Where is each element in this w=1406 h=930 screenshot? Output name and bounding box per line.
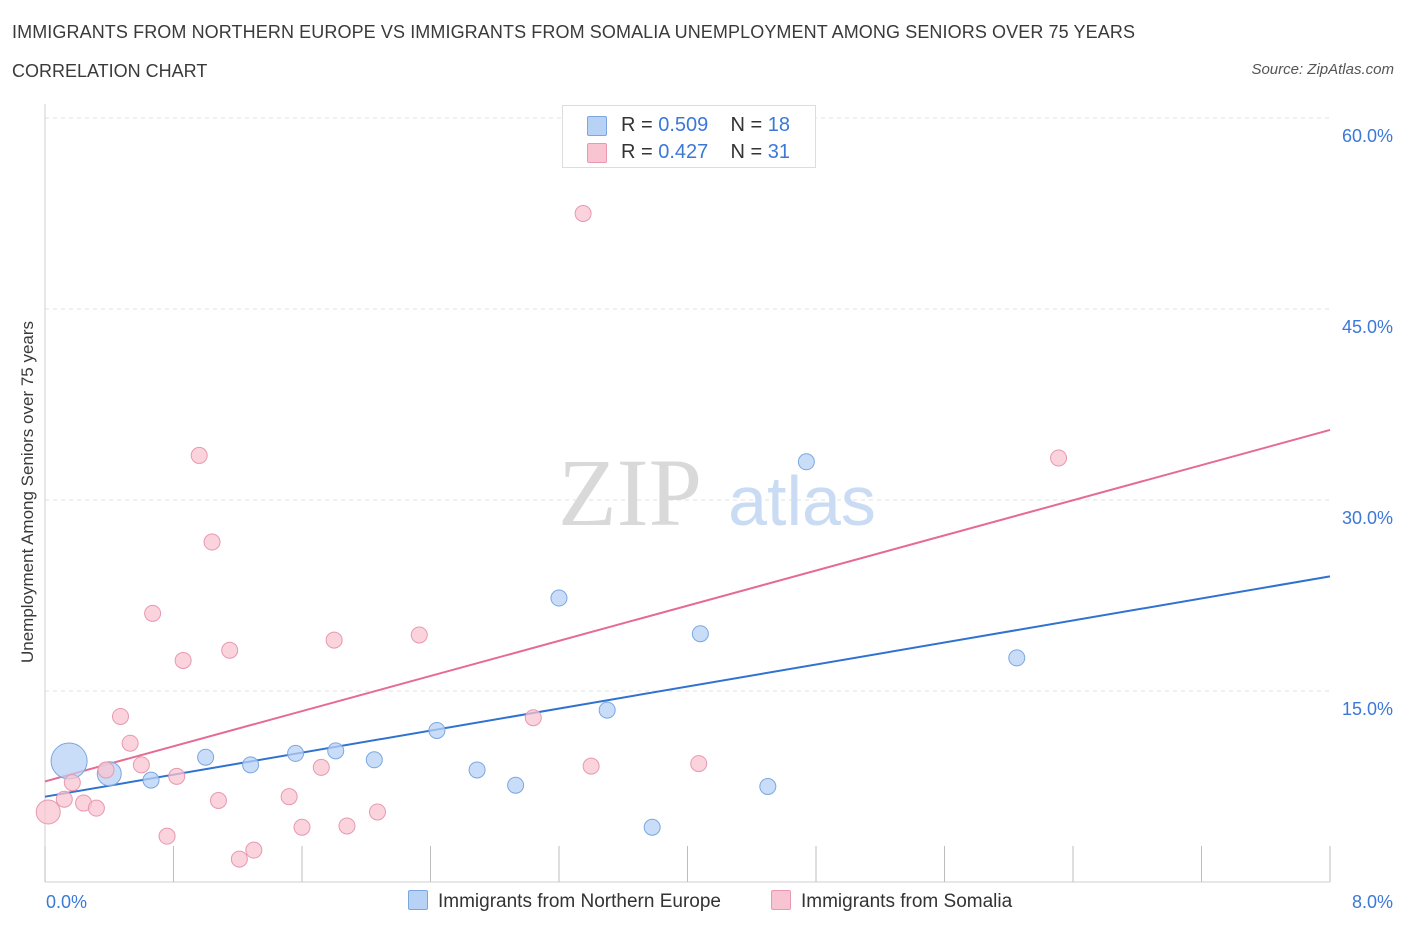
- chart-subtitle: CORRELATION CHART: [12, 61, 208, 81]
- legend-swatch-blue: [587, 116, 607, 136]
- series-swatch-pink: [771, 890, 791, 910]
- source-note: Source: ZipAtlas.com: [1251, 61, 1394, 78]
- legend-r-label: R =: [621, 141, 653, 163]
- watermark-zip: ZIP: [558, 439, 702, 546]
- data-point-pink: [690, 755, 708, 773]
- data-point-blue: [242, 756, 260, 774]
- y-tick-label: 15.0%: [1342, 699, 1393, 719]
- data-point-pink: [121, 734, 139, 752]
- trend-layer: [44, 429, 1331, 798]
- data-point-pink: [209, 792, 227, 810]
- data-point-blue: [643, 818, 661, 836]
- y-tick-label: 30.0%: [1342, 508, 1393, 528]
- series-swatch-blue: [408, 890, 428, 910]
- legend-r-value-blue: 0.509: [658, 114, 709, 136]
- data-point-blue: [550, 589, 568, 607]
- data-point-blue: [598, 701, 616, 719]
- data-point-blue: [197, 748, 215, 766]
- legend-n-value-blue: 18: [767, 114, 791, 136]
- data-point-blue: [142, 771, 160, 789]
- data-point-pink: [144, 604, 162, 622]
- data-point-pink: [87, 799, 105, 817]
- points-layer: [35, 205, 1068, 868]
- watermark-atlas: atlas: [728, 462, 876, 540]
- data-point-blue: [468, 761, 486, 779]
- data-point-pink: [158, 827, 176, 845]
- data-point-pink: [245, 841, 263, 859]
- y-axis-label: Unemployment Among Seniors over 75 years: [18, 320, 37, 664]
- data-point-pink: [35, 799, 61, 825]
- data-point-pink: [111, 707, 129, 725]
- data-point-pink: [280, 788, 298, 806]
- legend-n-label: N =: [730, 114, 763, 136]
- watermark: ZIP atlas: [558, 439, 876, 546]
- trend-line-blue: [44, 575, 1331, 798]
- correlation-legend: R = 0.509 N = 18 R = 0.427 N = 31: [562, 105, 816, 168]
- series-name-northern-europe: Immigrants from Northern Europe: [438, 891, 721, 912]
- data-point-pink: [203, 533, 221, 551]
- data-point-pink: [221, 641, 239, 659]
- data-point-blue: [759, 778, 777, 795]
- data-point-blue: [797, 453, 815, 471]
- data-point-pink: [97, 761, 115, 779]
- data-point-pink: [582, 757, 600, 775]
- data-point-blue: [287, 744, 305, 762]
- data-point-pink: [574, 205, 592, 222]
- legend-swatch-pink: [587, 143, 607, 163]
- tick-label-layer: 15.0% 30.0% 45.0% 60.0% 0.0% 8.0%: [46, 126, 1393, 912]
- chart-title: IMMIGRANTS FROM NORTHERN EUROPE VS IMMIG…: [12, 22, 1136, 42]
- data-point-pink: [55, 790, 73, 808]
- data-point-pink: [312, 758, 330, 776]
- x-tick-label: 8.0%: [1352, 892, 1393, 912]
- data-point-blue: [507, 776, 525, 794]
- x-tick-label: 0.0%: [46, 892, 87, 912]
- data-point-blue: [1008, 649, 1026, 667]
- trend-line-pink: [44, 429, 1331, 783]
- y-tick-label: 45.0%: [1342, 317, 1393, 337]
- data-point-pink: [230, 850, 248, 868]
- data-point-pink: [293, 818, 311, 836]
- data-point-pink: [325, 631, 343, 649]
- data-point-blue: [428, 721, 446, 739]
- data-point-blue: [691, 625, 709, 643]
- data-point-pink: [524, 709, 542, 727]
- data-point-pink: [410, 626, 428, 644]
- data-point-pink: [63, 774, 81, 792]
- data-point-pink: [174, 651, 192, 669]
- data-point-blue: [50, 742, 88, 780]
- series-legend-somalia: Immigrants from Somalia: [771, 890, 1012, 913]
- y-tick-label: 60.0%: [1342, 126, 1393, 146]
- data-point-pink: [1050, 449, 1068, 467]
- data-point-pink: [338, 817, 356, 835]
- legend-r-value-pink: 0.427: [658, 141, 709, 163]
- data-point-pink: [190, 446, 208, 464]
- data-point-pink: [368, 803, 386, 821]
- data-point-blue: [327, 742, 345, 760]
- axis-layer: [44, 104, 1331, 883]
- data-point-blue: [365, 751, 383, 769]
- legend-n-value-pink: 31: [767, 141, 791, 163]
- data-point-pink: [168, 767, 186, 785]
- data-point-pink: [132, 756, 150, 774]
- series-legend-northern-europe: Immigrants from Northern Europe: [408, 890, 721, 913]
- legend-r-label: R =: [621, 114, 653, 136]
- series-name-somalia: Immigrants from Somalia: [801, 891, 1013, 912]
- legend-n-label: N =: [730, 141, 763, 163]
